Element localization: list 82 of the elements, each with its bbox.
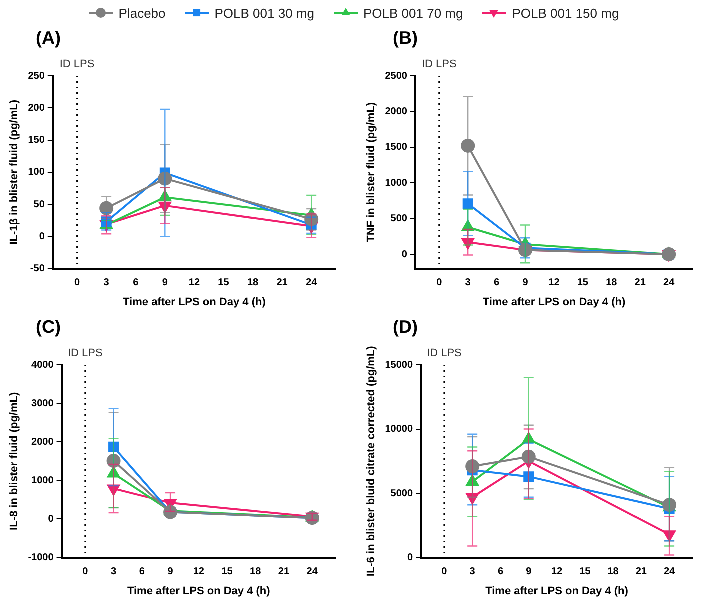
chart-title: (D): [393, 317, 418, 338]
y-tick-label: 1000: [385, 178, 408, 189]
legend-label: POLB 001 30 mg: [214, 6, 314, 20]
x-tick-label: 0: [436, 278, 443, 289]
y-tick-label: 2500: [385, 70, 408, 82]
x-tick-label: 18: [247, 278, 260, 289]
x-tick-label: 9: [168, 566, 174, 578]
x-tick-label: 21: [278, 566, 290, 578]
x-tick-label: 0: [82, 566, 89, 578]
x-tick-label: 12: [551, 566, 564, 578]
x-tick-label: 9: [522, 278, 529, 289]
y-tick-label: -50: [30, 264, 46, 275]
chart-title: (A): [36, 28, 61, 49]
y-tick-label: 1000: [32, 475, 54, 486]
y-tick-label: 1500: [385, 142, 408, 154]
y-tick-label: 3000: [32, 398, 54, 410]
y-axis-title: IL-1β in blister fluid (pg/mL): [8, 100, 21, 245]
x-tick-label: 15: [577, 278, 589, 289]
y-tick-label: 15000: [385, 360, 414, 371]
chart-title: (C): [36, 317, 61, 338]
ref-line-label: ID LPS: [60, 58, 95, 71]
x-tick-label: 12: [188, 278, 200, 289]
x-tick-label: 15: [580, 566, 592, 578]
chart-title: (B): [393, 28, 418, 49]
ref-line-label: ID LPS: [427, 348, 462, 360]
x-tick-label: 0: [74, 278, 81, 289]
y-tick-label: 10000: [385, 424, 414, 436]
x-tick-label: 21: [276, 278, 288, 289]
x-tick-label: 15: [222, 566, 234, 578]
x-tick-label: 15: [218, 278, 230, 289]
x-tick-label: 21: [634, 278, 646, 289]
x-tick-label: 9: [526, 566, 532, 578]
y-tick-label: 150: [28, 135, 46, 146]
x-tick-label: 18: [606, 278, 618, 289]
x-axis-title: Time after LPS on Day 4 (h): [127, 585, 271, 598]
x-tick-label: 3: [111, 566, 118, 578]
x-tick-label: 24: [664, 566, 676, 578]
point: [461, 138, 476, 153]
x-tick-label: 24: [306, 278, 318, 289]
x-tick-label: 6: [139, 566, 146, 578]
x-tick-label: 6: [494, 278, 500, 289]
legend-label: POLB 001 150 mg: [512, 6, 620, 20]
y-tick-label: 500: [390, 214, 408, 225]
y-tick-label: 2000: [385, 106, 408, 118]
x-tick-label: 3: [470, 566, 476, 578]
x-tick-label: 3: [465, 278, 472, 289]
x-axis-title: Time after LPS on Day 4 (h): [486, 585, 629, 598]
x-tick-label: 12: [193, 566, 205, 578]
point: [663, 530, 676, 542]
x-tick-label: 3: [104, 278, 110, 289]
ref-line-label: ID LPS: [68, 348, 103, 360]
legend-label: Placebo: [118, 6, 166, 20]
y-tick-label: 0: [407, 552, 414, 564]
y-tick-label: 50: [34, 199, 46, 210]
x-tick-label: 6: [498, 566, 504, 578]
y-tick-label: 5000: [390, 488, 414, 500]
x-tick-label: 0: [442, 566, 448, 578]
x-tick-label: 21: [636, 566, 648, 578]
y-tick-label: 0: [39, 231, 46, 242]
x-tick-label: 24: [664, 278, 676, 289]
y-tick-label: 0: [48, 514, 54, 525]
y-tick-label: -1000: [28, 552, 54, 564]
y-axis-title: IL-8 in blister fluid (pg/mL): [8, 392, 21, 530]
point: [462, 198, 474, 210]
legend-label: POLB 001 70 mg: [364, 6, 464, 20]
x-tick-label: 12: [548, 278, 560, 289]
y-tick-label: 4000: [32, 360, 54, 371]
x-axis-title: Time after LPS on Day 4 (h): [123, 296, 266, 308]
x-tick-label: 6: [133, 278, 140, 289]
x-tick-label: 24: [306, 566, 318, 578]
x-tick-label: 18: [250, 566, 262, 578]
y-tick-label: 250: [28, 70, 46, 82]
x-axis-title: Time after LPS on Day 4 (h): [482, 296, 626, 308]
x-tick-label: 9: [162, 278, 168, 289]
y-axis-title: IL-6 in blister bluid citrate corrected (pg/mL): [366, 346, 378, 577]
y-axis-title: TNF in blister fluid (pg/mL): [366, 102, 378, 242]
ref-line-label: ID LPS: [422, 58, 457, 71]
x-tick-label: 18: [608, 566, 620, 578]
y-tick-label: 2000: [32, 436, 54, 448]
y-tick-label: 200: [28, 102, 46, 114]
y-tick-label: 0: [402, 249, 408, 260]
y-tick-label: 100: [28, 167, 46, 178]
